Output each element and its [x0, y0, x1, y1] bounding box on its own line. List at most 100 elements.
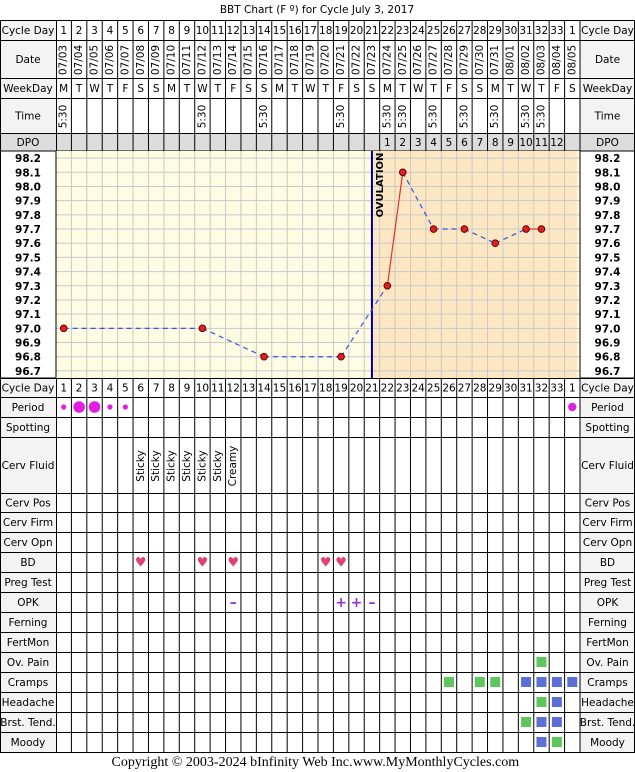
row-label: Cerv Opn — [583, 537, 632, 549]
cell-text: 15 — [273, 383, 286, 395]
y-tick-label: 96.7 — [595, 366, 621, 378]
opk-result: + — [351, 595, 363, 611]
cell-text: T — [429, 83, 437, 95]
cell-text-rotated: Sticky — [196, 450, 208, 481]
cell-text: F — [554, 83, 560, 95]
row-label: OPK — [17, 597, 40, 609]
temp-point — [460, 225, 469, 233]
temp-point — [383, 281, 392, 290]
row-label: Cerv Pos — [5, 498, 51, 510]
cell-text: 1 — [569, 383, 576, 395]
title: BBT Chart (F º) for Cycle July 3, 2017 — [220, 4, 414, 16]
bd-heart: ♥ — [320, 556, 332, 571]
y-tick-label: 98.2 — [595, 153, 621, 165]
cell-text: T — [321, 83, 329, 95]
cell-text: M — [275, 83, 284, 95]
cell-text-rotated: 07/19 — [304, 45, 316, 75]
cell-text-rotated: 5:30 — [489, 105, 501, 129]
cell-text-rotated: 08/01 — [505, 45, 517, 75]
cell-text: T — [291, 83, 299, 95]
row-label: Time — [594, 111, 621, 123]
cell-text: T — [399, 83, 407, 95]
row-label: Moody — [11, 737, 46, 749]
row-label: Time — [14, 111, 41, 123]
cell-text: 32 — [535, 25, 548, 37]
period-dot — [568, 402, 577, 412]
row-label: Cycle Day — [581, 25, 634, 37]
cell-text-rotated: 5:30 — [58, 105, 70, 129]
row-label: Headache — [2, 697, 55, 709]
cell-text: 22 — [381, 383, 394, 395]
cell-text: S — [569, 83, 576, 95]
symptom-square — [536, 717, 547, 727]
cell-text: S — [245, 83, 252, 95]
y-tick-label: 96.8 — [595, 352, 621, 364]
cell-text: 32 — [535, 383, 548, 395]
y-tick-label: 97.4 — [15, 267, 41, 279]
cell-text: 3 — [415, 137, 422, 149]
cell-text: 4 — [430, 137, 437, 149]
y-tick-label: 96.9 — [595, 338, 621, 350]
y-tick-label: 98.2 — [15, 153, 41, 165]
temp-segment — [202, 327, 265, 358]
cell-text: 2 — [76, 383, 83, 395]
cell-text: 21 — [365, 25, 378, 37]
row-label: Cerv Fluid — [2, 460, 55, 472]
cell-text: 14 — [257, 383, 271, 395]
row-label: Cerv Fluid — [581, 460, 634, 472]
cell-text: 18 — [319, 25, 332, 37]
cell-text: 12 — [227, 25, 240, 37]
row-label: Cycle Day — [2, 25, 55, 37]
cell-text: S — [137, 83, 144, 95]
cell-text-rotated: 07/14 — [227, 45, 239, 76]
symptom-square — [567, 677, 578, 687]
cell-text: 6 — [137, 383, 144, 395]
cell-text-rotated: 5:30 — [335, 105, 347, 129]
cell-text: S — [353, 83, 360, 95]
symptom-square — [536, 657, 547, 667]
row-label: WeekDay — [583, 83, 633, 95]
cell-text: F — [230, 83, 236, 95]
cell-text: 7 — [153, 25, 160, 37]
cell-text-rotated: 08/05 — [566, 45, 578, 75]
cell-text: 6 — [461, 137, 468, 149]
cell-text: 25 — [427, 25, 440, 37]
row-label: Period — [591, 402, 624, 414]
cell-text: 10 — [519, 137, 532, 149]
cell-text-rotated: 07/25 — [397, 45, 409, 75]
cell-text: 16 — [288, 383, 302, 395]
y-tick-label: 97.0 — [595, 323, 621, 335]
row-label: Brst. Tend. — [580, 717, 635, 729]
cell-text-rotated: 07/09 — [150, 45, 162, 75]
cell-text: 9 — [184, 25, 191, 37]
cell-text: S — [369, 83, 376, 95]
cell-text: 31 — [519, 383, 532, 395]
y-tick-label: 97.3 — [595, 281, 621, 293]
y-tick-label: 97.8 — [15, 210, 41, 222]
cell-text: T — [106, 83, 114, 95]
cell-text: 3 — [91, 383, 98, 395]
row-label: Cerv Firm — [3, 517, 53, 529]
cell-text: M — [383, 83, 392, 95]
cell-text-rotated: 07/03 — [58, 45, 70, 75]
cell-text-rotated: 07/04 — [73, 45, 85, 76]
temp-segment — [386, 172, 404, 286]
cell-text-rotated: 5:30 — [397, 105, 409, 129]
row-label: Cycle Day — [2, 383, 55, 395]
cell-text: 18 — [319, 383, 332, 395]
cell-text-rotated: 07/11 — [181, 45, 193, 75]
row-label-cell — [0, 732, 57, 753]
y-tick-label: 96.9 — [15, 338, 41, 350]
cell-text-rotated: 07/05 — [89, 45, 101, 75]
cell-text: F — [446, 83, 452, 95]
cell-text-rotated: 07/28 — [443, 45, 455, 75]
cell-text-rotated: 07/10 — [166, 45, 178, 75]
y-tick-label: 96.7 — [15, 366, 41, 378]
y-tick-label: 98.1 — [595, 167, 621, 179]
y-tick-label: 97.0 — [15, 323, 41, 335]
cell-text: 25 — [427, 383, 440, 395]
y-tick-label: 98.0 — [15, 181, 41, 193]
cell-text: T — [75, 83, 83, 95]
row-label: Cramps — [8, 677, 48, 689]
cell-text-rotated: 07/08 — [135, 45, 147, 75]
